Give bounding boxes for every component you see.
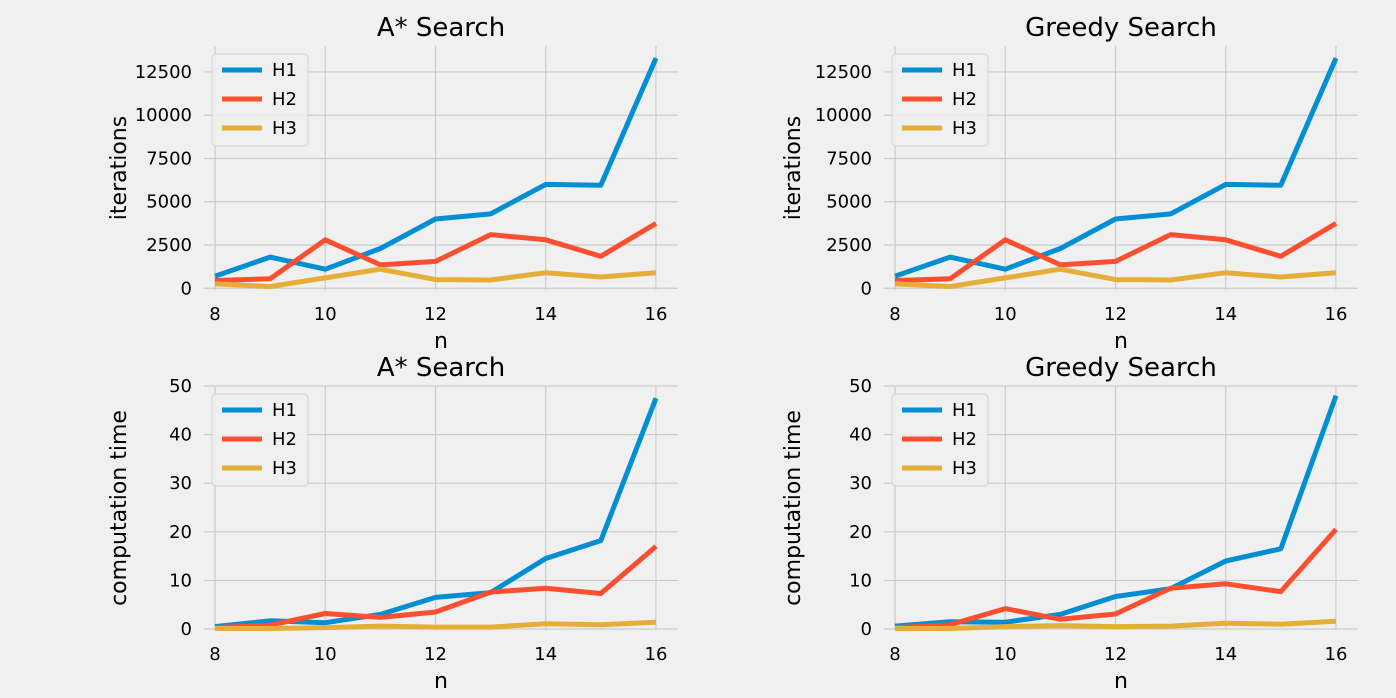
chart-1-title: Greedy Search: [1025, 13, 1217, 43]
chart-2-title: A* Search: [377, 353, 505, 383]
chart-2-series-h3-line: [215, 619, 657, 631]
chart-1-xtick-label: 14: [1214, 304, 1237, 325]
chart-1-xlabel: n: [1114, 329, 1128, 354]
chart-0-ylabel: iterations: [107, 116, 132, 220]
chart-3-ytick-label: 20: [849, 522, 872, 543]
chart-0-xtick-label: 14: [534, 304, 557, 325]
chart-2-xlabel: n: [434, 669, 448, 694]
chart-2-ytick-label: 10: [169, 570, 192, 591]
chart-1-xtick-label: 8: [889, 304, 900, 325]
chart-3-title: Greedy Search: [1025, 353, 1217, 383]
chart-3-ytick-label: 30: [849, 473, 872, 494]
chart-0-legend-label-h3: H3: [272, 118, 297, 139]
chart-2-ylabel: computation time: [107, 410, 132, 606]
chart-0-ytick-label: 10000: [135, 105, 192, 126]
chart-1-ytick-label: 0: [861, 278, 872, 299]
chart-0-xtick-label: 8: [209, 304, 220, 325]
chart-1-legend-label-h1: H1: [952, 60, 977, 81]
chart-1-xtick-label: 10: [994, 304, 1017, 325]
chart-3-xtick-label: 12: [1104, 644, 1127, 665]
chart-3-xlabel: n: [1114, 669, 1128, 694]
chart-1-ytick-label: 12500: [815, 62, 872, 83]
chart-0-ytick-label: 7500: [146, 148, 192, 169]
chart-3-legend-label-h1: H1: [952, 400, 977, 421]
chart-2-xtick-label: 16: [645, 644, 668, 665]
chart-2-xtick-label: 14: [534, 644, 557, 665]
chart-3-legend-label-h2: H2: [952, 429, 977, 450]
chart-1-series-h1-line: [894, 57, 1339, 279]
chart-3-series-h2-line: [894, 527, 1338, 631]
chart-1-xtick-label: 12: [1104, 304, 1127, 325]
chart-1-series-h3-line: [894, 266, 1337, 289]
chart-0-ytick-label: 2500: [146, 235, 192, 256]
chart-3-ytick-label: 50: [849, 376, 872, 397]
chart-0-xlabel: n: [434, 329, 448, 354]
chart-1-legend-label-h2: H2: [952, 89, 977, 110]
chart-3-xtick-label: 16: [1325, 644, 1348, 665]
chart-2-legend-label-h3: H3: [272, 458, 297, 479]
chart-3-xtick-label: 10: [994, 644, 1017, 665]
chart-2-ytick-label: 20: [169, 522, 192, 543]
chart-0-ytick-label: 0: [181, 278, 192, 299]
chart-1-ytick-label: 7500: [826, 148, 872, 169]
chart-3-legend-label-h3: H3: [952, 458, 977, 479]
chart-2-legend-label-h1: H1: [272, 400, 297, 421]
chart-3-xtick-label: 14: [1214, 644, 1237, 665]
chart-0-series-h2-line: [214, 221, 658, 283]
chart-0-xtick-label: 16: [645, 304, 668, 325]
chart-1: 8 10 12 14 16 0 2500 5000 7500 10000 12500 Greedy S…: [781, 13, 1358, 354]
chart-1-xtick-label: 16: [1325, 304, 1348, 325]
chart-0-xtick-label: 10: [314, 304, 337, 325]
chart-1-ytick-label: 2500: [826, 235, 872, 256]
chart-1-ytick-label: 5000: [826, 192, 872, 213]
chart-2-legend-label-h2: H2: [272, 429, 297, 450]
chart-1-ylabel: iterations: [781, 116, 806, 220]
chart-2-xtick-label: 12: [424, 644, 447, 665]
chart-3-ytick-label: 0: [861, 619, 872, 640]
chart-0-ytick-label: 12500: [135, 62, 192, 83]
chart-0-series-h1-line: [214, 57, 659, 279]
chart-0-xtick-label: 12: [424, 304, 447, 325]
chart-2-series-h2-line: [214, 544, 658, 631]
chart-0-legend-label-h1: H1: [272, 60, 297, 81]
chart-2-xtick-label: 10: [314, 644, 337, 665]
chart-0-series-h3-line: [214, 266, 657, 289]
chart-3-ytick-label: 10: [849, 570, 872, 591]
chart-0: 8 10 12 14 16 0 2500 5000 7500 10000 12500 A* Searc…: [107, 13, 678, 354]
chart-3: 8 10 12 14 16 0 10 20 30 40 50 Greedy Search n comput…: [781, 353, 1358, 694]
chart-0-ytick-label: 5000: [146, 192, 192, 213]
chart-1-series-h2-line: [894, 221, 1338, 283]
chart-1-ytick-label: 10000: [815, 105, 872, 126]
chart-3-ytick-label: 40: [849, 425, 872, 446]
chart-3-xtick-label: 8: [889, 644, 900, 665]
chart-3-ylabel: computation time: [781, 410, 806, 606]
chart-2-xtick-label: 8: [209, 644, 220, 665]
chart-3-series-h3-line: [895, 618, 1337, 631]
chart-1-legend-label-h3: H3: [952, 118, 977, 139]
chart-2-ytick-label: 0: [181, 619, 192, 640]
chart-2-ytick-label: 40: [169, 425, 192, 446]
chart-2-ytick-label: 30: [169, 473, 192, 494]
chart-2: 8 10 12 14 16 0 10 20 30 40 50 A* Search n computatio…: [107, 353, 678, 694]
chart-0-title: A* Search: [377, 13, 505, 43]
chart-2-ytick-label: 50: [169, 376, 192, 397]
chart-0-legend-label-h2: H2: [272, 89, 297, 110]
